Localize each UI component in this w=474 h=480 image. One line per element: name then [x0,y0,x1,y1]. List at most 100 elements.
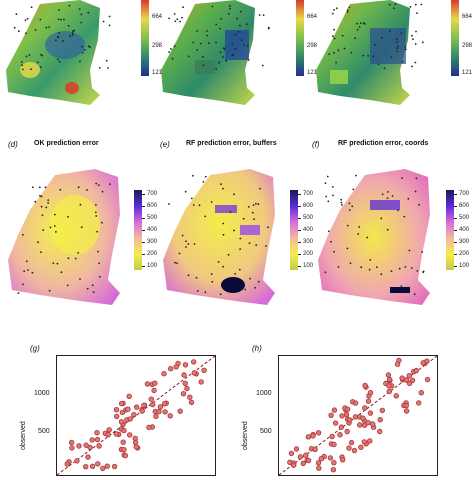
ok-error-map [8,169,120,305]
sample-location-dot [42,229,45,231]
scatter-point [310,433,316,439]
sample-location-dot [206,34,208,37]
scatter-point [141,402,147,408]
panel-label-f: (f) [312,140,320,149]
sample-location-dot [258,14,261,16]
sample-location-dot [340,201,343,204]
sample-location-dot [346,9,349,11]
sample-location-dot [420,3,423,6]
sample-location-dot [215,41,217,44]
sample-location-dot [22,283,24,286]
sample-location-dot [102,20,105,23]
rf-coords-error-map [318,169,430,305]
sample-location-dot [67,257,70,260]
sample-location-dot [341,34,344,37]
scatter-point [120,439,126,445]
scatter-point [122,452,129,459]
sample-location-dot [168,17,170,20]
scatter-point [303,452,309,458]
mid-colorbar-tick-mark [142,266,145,267]
sample-location-dot [346,11,349,13]
sample-location-dot [207,42,210,44]
scatter-point [149,401,156,408]
sample-location-dot [247,206,250,208]
scatter-point [337,431,343,438]
scatter-point [312,446,318,452]
sample-location-dot [26,17,29,20]
sample-location-dot [333,52,335,54]
sample-location-dot [195,276,198,279]
sample-location-dot [222,222,225,225]
sample-location-dot [421,251,424,253]
top-colorbar-1 [141,0,149,76]
sample-location-dot [185,240,187,243]
scatter-point [100,465,106,472]
sample-location-dot [13,26,16,29]
sample-location-dot [222,233,225,236]
sample-location-dot [229,4,231,7]
sample-location-dot [252,204,255,206]
sample-location-dot [409,6,412,8]
sample-location-dot [351,205,354,208]
sample-location-dot [327,200,330,203]
mid-colorbar-tick-mark [454,218,457,219]
sample-location-dot [392,7,395,9]
sample-location-dot [261,64,264,67]
sample-location-dot [352,188,355,191]
scatter-point [377,417,383,423]
sample-location-dot [39,66,42,68]
sample-location-dot [25,260,28,263]
sample-location-dot [47,199,50,201]
sample-location-dot [39,18,42,21]
scatter-point [331,407,338,413]
scatter-point [190,359,197,365]
ylabel-g: observed [20,421,27,450]
sample-location-dot [91,284,94,287]
ytick-h-1000: 1000 [256,390,272,397]
sample-location-dot [98,262,100,265]
sample-location-dot [239,237,242,240]
sample-location-dot [174,261,176,264]
sample-location-dot [367,55,369,57]
scatter-point [131,412,137,418]
sample-location-dot [215,68,218,70]
sample-location-dot [34,200,37,203]
sample-location-dot [179,20,181,23]
scatter-point [114,413,120,420]
scatter-point [288,450,295,457]
sample-location-dot [416,12,418,15]
scatter-point [94,429,100,436]
scatter-point [118,400,125,407]
scatter-point [367,390,374,396]
scatter-point [69,445,75,451]
sample-location-dot [30,6,33,9]
sample-location-dot [73,29,76,32]
sample-location-dot [340,198,343,201]
ytick-h-500: 500 [260,428,272,435]
sample-location-dot [333,250,335,253]
top-tick-3b: 298 [462,43,473,49]
sample-location-dot [388,3,391,6]
sample-location-dot [40,53,42,56]
sample-location-dot [413,293,416,296]
sample-location-dot [234,33,237,36]
top-tick-1a: 664 [152,14,163,20]
sample-location-dot [227,12,230,15]
sample-location-dot [45,206,48,209]
sample-location-dot [211,280,214,283]
scatter-point [386,376,393,383]
scatter-point [83,463,89,470]
sample-location-dot [267,27,270,30]
scatter-point [386,383,392,389]
sample-location-dot [40,195,43,198]
sample-location-dot [418,203,420,206]
sample-location-dot [67,216,69,218]
sample-location-dot [25,55,28,58]
sample-location-dot [380,273,383,276]
scatter-point [346,445,352,451]
sample-location-dot [395,38,398,40]
scatter-point [399,375,405,381]
sample-location-dot [220,183,222,186]
sample-location-dot [37,241,39,244]
scatter-point [403,402,409,409]
